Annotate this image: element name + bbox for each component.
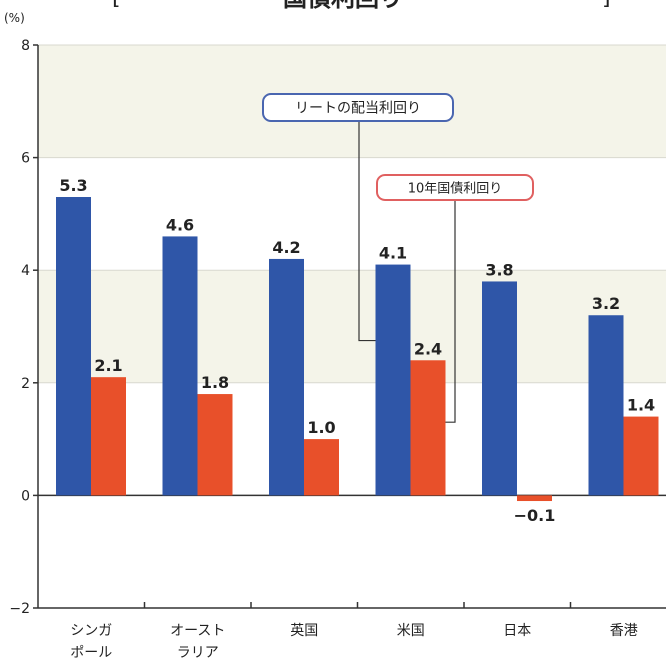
- chart-title-bracket-left: [: [112, 0, 121, 10]
- x-tick-label: 日本: [503, 623, 531, 639]
- legend-entry: 10年国債利回り: [408, 182, 503, 197]
- x-tick-label: シンガ: [70, 623, 112, 639]
- bar-10y-yield: [410, 360, 446, 496]
- data-label: 4.1: [379, 244, 407, 263]
- bar-reit-yield: [56, 197, 91, 496]
- x-tick-label: 香港: [610, 623, 638, 639]
- data-label: 2.1: [94, 356, 122, 375]
- x-tick-label: オースト: [170, 623, 225, 639]
- y-tick-label: 4: [21, 263, 30, 279]
- y-tick-label: 2: [21, 376, 30, 392]
- legend-callout-reit-yield: リートの配当利回り: [262, 93, 454, 342]
- callout-box: [376, 174, 534, 201]
- x-tick-label: 米国: [397, 623, 425, 639]
- bar-reit-yield: [482, 281, 517, 496]
- callout-leader-line: [445, 200, 456, 423]
- bar-10y-yield: [623, 416, 659, 496]
- y-tick-label: 0: [21, 488, 30, 504]
- bar-10y-yield: [197, 394, 233, 496]
- legend-callout-10y-yield: 10年国債利回り: [376, 174, 534, 423]
- y-tick-label: −2: [9, 601, 30, 617]
- x-tick-label: ポール: [70, 645, 112, 661]
- data-label: 2.4: [414, 339, 442, 358]
- chart-title: 国債利回り: [283, 0, 403, 12]
- data-label: 1.4: [627, 396, 655, 415]
- data-label: 3.8: [485, 260, 513, 279]
- bar-10y-yield: [304, 439, 339, 496]
- x-tick-label: 英国: [290, 622, 318, 639]
- bar-10y-yield: [91, 377, 126, 496]
- data-labels: 5.3 4.6 4.2 4.1 3.8 3.2 2.1 1.8 1.0 2.4 −0.1 1.4: [59, 176, 655, 525]
- y-axis-unit-label: (%): [4, 11, 25, 25]
- data-label: 5.3: [59, 176, 87, 195]
- chart-title-bracket-right: ]: [602, 0, 611, 10]
- data-label: 4.2: [272, 238, 300, 257]
- bar-reit-yield: [162, 236, 198, 496]
- data-label: 3.2: [592, 294, 620, 313]
- data-label: 1.0: [307, 418, 335, 437]
- y-tick-label: 8: [21, 38, 30, 54]
- legend-entry: リートの配当利回り: [295, 101, 421, 117]
- x-tick-label: ラリア: [177, 645, 219, 661]
- data-label: 1.8: [201, 373, 229, 392]
- background-band: [38, 270, 666, 383]
- legend-callouts: リートの配当利回り 10年国債利回り: [262, 93, 534, 423]
- bars: [56, 197, 659, 502]
- bar-reit-yield: [269, 258, 304, 496]
- bar-reit-yield: [375, 264, 411, 496]
- bar-10y-yield: [517, 495, 552, 502]
- bar-reit-yield: [588, 315, 624, 496]
- callout-box: [262, 93, 454, 122]
- y-tick-label: 6: [21, 151, 30, 167]
- data-label: 4.6: [166, 215, 194, 234]
- data-label: −0.1: [514, 506, 556, 525]
- callout-leader-line: [358, 121, 376, 342]
